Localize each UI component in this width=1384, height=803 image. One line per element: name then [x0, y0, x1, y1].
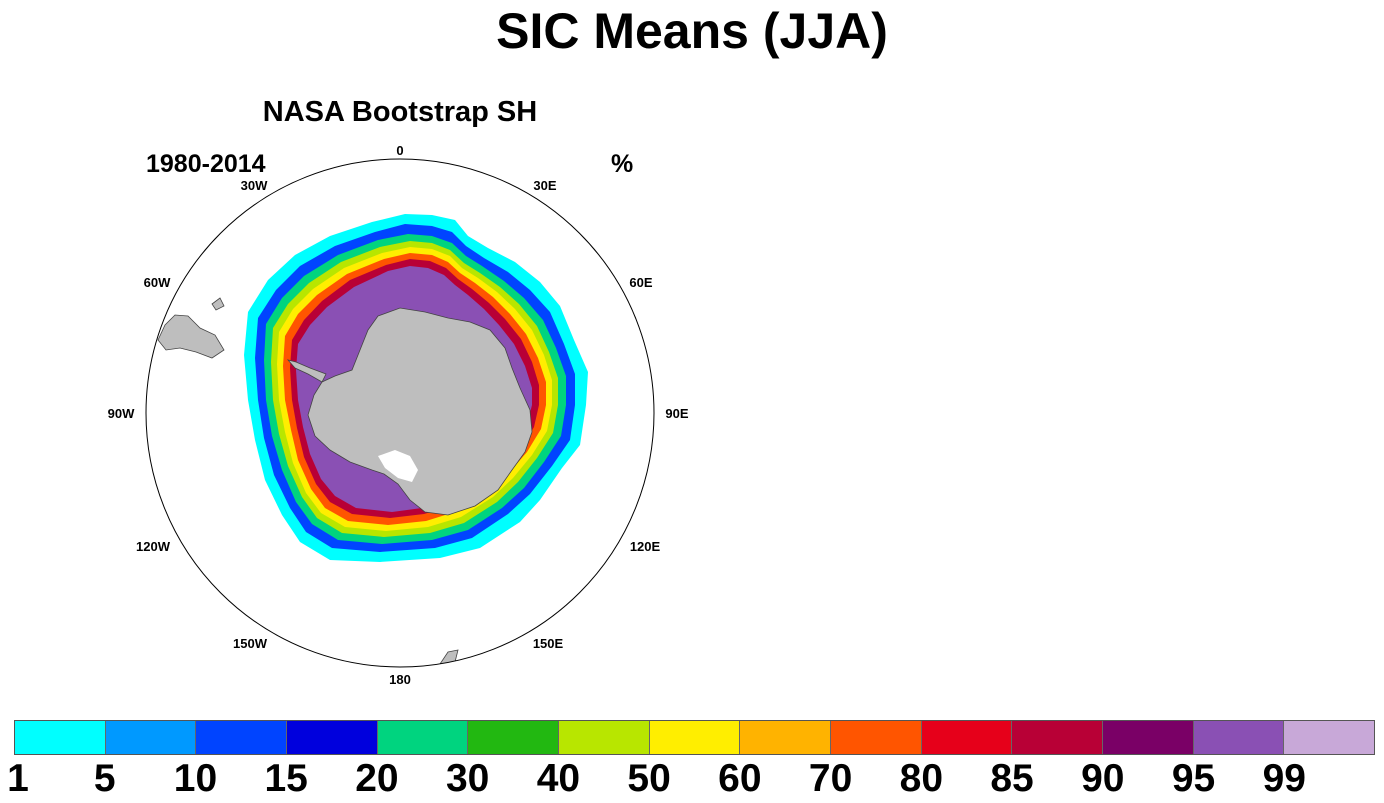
polar-map: 0 30E 60E 90E 120E 150E 180 150W 120W 90…: [108, 143, 689, 687]
colorbar-swatch: [1103, 721, 1194, 754]
units-label: %: [611, 150, 634, 178]
falkland-islands: [211, 297, 225, 311]
lon-label-150w: 150W: [233, 636, 268, 651]
colorbar-label: 60: [718, 757, 762, 800]
colorbar: [14, 720, 1375, 755]
colorbar-label: 50: [627, 757, 671, 800]
antarctica: [307, 307, 533, 516]
colorbar-swatch: [831, 721, 922, 754]
colorbar-swatch: [105, 721, 197, 754]
colorbar-swatch: [740, 721, 832, 754]
new-zealand: [439, 649, 459, 667]
colorbar-label: 85: [990, 757, 1034, 800]
lon-label-120e: 120E: [630, 539, 661, 554]
lon-label-30e: 30E: [533, 178, 556, 193]
antarctic-peninsula: [286, 359, 327, 383]
map-boundary: [145, 158, 655, 668]
colorbar-label: 20: [355, 757, 399, 800]
colorbar-swatch: [1012, 721, 1104, 754]
colorbar-swatch: [377, 721, 469, 754]
colorbar-label: 5: [93, 757, 116, 800]
colorbar-swatch: [1193, 721, 1285, 754]
colorbar-label: 10: [173, 757, 218, 800]
colorbar-swatch: [649, 721, 741, 754]
colorbar-label: 95: [1171, 757, 1216, 800]
lon-label-120w: 120W: [136, 539, 171, 554]
colorbar-labels: 1 5 10 15 20 30 40 50 60 70 80 85 90 95 99: [0, 757, 1384, 803]
lon-label-90e: 90E: [665, 406, 688, 421]
colorbar-label: 99: [1262, 757, 1306, 800]
colorbar-swatch: [559, 721, 650, 754]
colorbar-label: 40: [536, 757, 581, 800]
colorbar-swatch: [196, 721, 288, 754]
colorbar-label: 15: [264, 757, 308, 800]
colorbar-label: 70: [808, 757, 853, 800]
panel-title: NASA Bootstrap SH: [262, 96, 538, 128]
lon-label-0: 0: [396, 143, 403, 158]
colorbar-swatch: [1284, 721, 1375, 754]
colorbar-label: 90: [1081, 757, 1125, 800]
period-label: 1980-2014: [146, 150, 266, 178]
lon-label-30w: 30W: [241, 178, 268, 193]
lon-label-180: 180: [389, 672, 411, 687]
page-title: SIC Means (JJA): [496, 3, 888, 59]
lon-label-60w: 60W: [144, 275, 171, 290]
ross-ice-shelf: [378, 450, 418, 482]
south-america: [157, 314, 225, 359]
colorbar-label: 30: [445, 757, 490, 800]
lon-label-150e: 150E: [533, 636, 564, 651]
colorbar-swatch: [468, 721, 560, 754]
lon-label-90w: 90W: [108, 406, 135, 421]
colorbar-swatch: [287, 721, 378, 754]
map-field: [157, 214, 588, 667]
colorbar-label: 1: [7, 757, 29, 800]
colorbar-swatch: [921, 721, 1013, 754]
colorbar-label: 80: [899, 757, 944, 800]
longitude-labels: 0 30E 60E 90E 120E 150E 180 150W 120W 90…: [108, 143, 689, 687]
lon-label-60e: 60E: [629, 275, 652, 290]
colorbar-swatch: [15, 721, 106, 754]
